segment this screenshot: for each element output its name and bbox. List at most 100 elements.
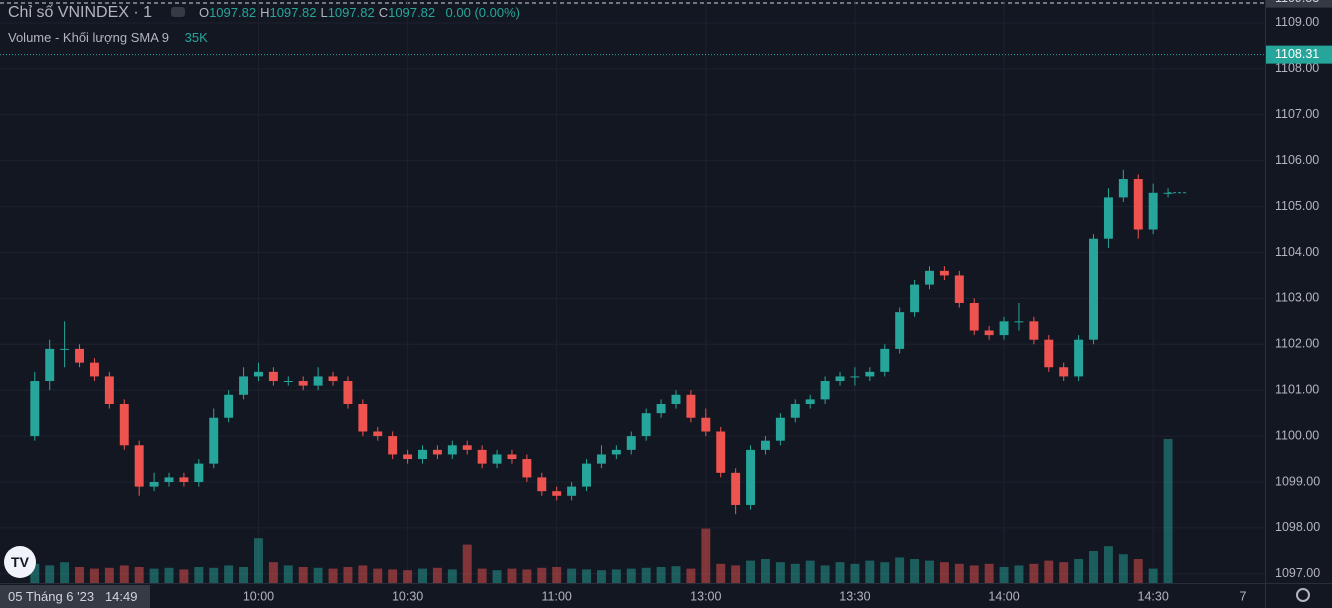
volume-bar: [835, 562, 845, 583]
candle-body: [984, 330, 994, 336]
volume-bar: [820, 565, 830, 583]
y-tick-label: 1106.00: [1275, 153, 1319, 167]
candle-body: [313, 376, 323, 386]
volume-bar: [179, 569, 189, 583]
volume-bar: [1059, 562, 1069, 583]
volume-bar: [1103, 546, 1113, 583]
volume-bar: [253, 538, 263, 583]
volume-bar: [1118, 554, 1128, 583]
candle-body: [716, 431, 726, 473]
volume-bar: [313, 567, 323, 583]
candle-body: [954, 275, 964, 303]
candle-body: [746, 449, 756, 505]
volume-bar: [134, 567, 144, 583]
volume-bar: [224, 565, 234, 583]
y-tick-label: 1103.00: [1275, 291, 1319, 305]
candle-body: [596, 454, 606, 464]
candle-body: [522, 459, 532, 478]
volume-bar: [999, 567, 1009, 583]
y-tick-label: 1105.00: [1275, 199, 1319, 213]
volume-bar: [1014, 565, 1024, 583]
crosshair-date: 05 Tháng 6 '23: [8, 589, 95, 604]
x-tick-label: 10:30: [392, 589, 423, 603]
candle-body: [119, 403, 129, 446]
candle-body: [835, 376, 845, 382]
volume-bar: [477, 568, 487, 583]
volume-bar: [447, 569, 457, 583]
volume-bar: [775, 562, 785, 583]
candle-body: [999, 321, 1009, 336]
volume-bar: [89, 568, 99, 583]
volume-bar: [790, 563, 800, 583]
x-tick-label: 13:00: [690, 589, 721, 603]
volume-bar: [1029, 563, 1039, 583]
candle-body: [104, 376, 114, 404]
candle-body: [626, 436, 636, 450]
candle-body: [283, 381, 293, 383]
candle-body: [403, 454, 413, 460]
candle-body: [1059, 367, 1069, 377]
y-tick-label: 1108.00: [1275, 61, 1319, 75]
candle-body: [760, 440, 770, 450]
volume-label: Volume - Khối lượng SMA 9: [8, 30, 170, 45]
volume-bar: [418, 568, 427, 583]
y-tick-label: 1099.00: [1275, 474, 1320, 488]
candle-body: [1118, 179, 1128, 198]
logo[interactable]: TV: [4, 546, 36, 578]
candle-body: [582, 463, 591, 487]
volume-bar: [701, 528, 711, 583]
volume-bar: [194, 567, 204, 583]
volume-bar: [760, 559, 770, 583]
volume-bar: [984, 563, 994, 583]
volume-bar: [462, 544, 472, 583]
candle-body: [418, 449, 427, 460]
volume-bar: [492, 570, 502, 583]
ohlc-value: 1097.82: [269, 5, 317, 20]
ohlc-key: H: [260, 5, 270, 20]
volume-bar: [432, 567, 442, 583]
candle-body: [820, 381, 830, 400]
x-tick-label: 10:00: [243, 589, 274, 603]
collapse-button[interactable]: [170, 7, 185, 17]
candle-body: [671, 394, 681, 404]
volume-bar: [671, 566, 681, 583]
candle-body: [268, 371, 278, 382]
volume-bar: [104, 567, 114, 583]
y-tick-label: 1104.00: [1275, 245, 1319, 259]
y-tick-label: 1109.00: [1275, 15, 1319, 29]
candle-body: [537, 477, 547, 492]
candle-body: [89, 362, 99, 377]
candle-body: [179, 477, 189, 483]
volume-bar: [686, 568, 696, 583]
y-tick-label: 1098.00: [1275, 520, 1320, 534]
x-axis-edge-label: 7: [1240, 589, 1247, 603]
candle-body: [492, 454, 502, 464]
volume-bar: [582, 569, 591, 583]
volume-bar: [731, 565, 741, 583]
candle-body: [209, 417, 219, 464]
volume-bar: [850, 563, 860, 583]
candle-body: [432, 449, 442, 455]
candle-body: [939, 270, 949, 276]
volume-bar: [403, 570, 413, 583]
volume-bar: [641, 567, 651, 583]
candle-body: [134, 445, 144, 487]
candle-body: [895, 312, 905, 349]
crosshair-time: 14:49: [104, 589, 138, 604]
volume-bar: [1148, 568, 1158, 583]
candle-body: [910, 284, 920, 313]
y-tick-label: 1100.00: [1275, 428, 1319, 442]
candle-body: [1044, 339, 1054, 368]
candle-body: [373, 431, 383, 437]
volume-bar: [283, 565, 293, 583]
volume-bar: [969, 565, 979, 583]
top-price-box: [1266, 0, 1332, 8]
candle-body: [447, 445, 457, 455]
candle-body: [701, 417, 711, 432]
candle-body: [656, 403, 666, 414]
candle-body: [45, 348, 55, 382]
settings-button[interactable]: [1296, 588, 1310, 602]
candle-body: [328, 376, 338, 382]
y-tick-label: 1097.00: [1275, 566, 1320, 580]
x-tick-label: 13:30: [839, 589, 870, 603]
